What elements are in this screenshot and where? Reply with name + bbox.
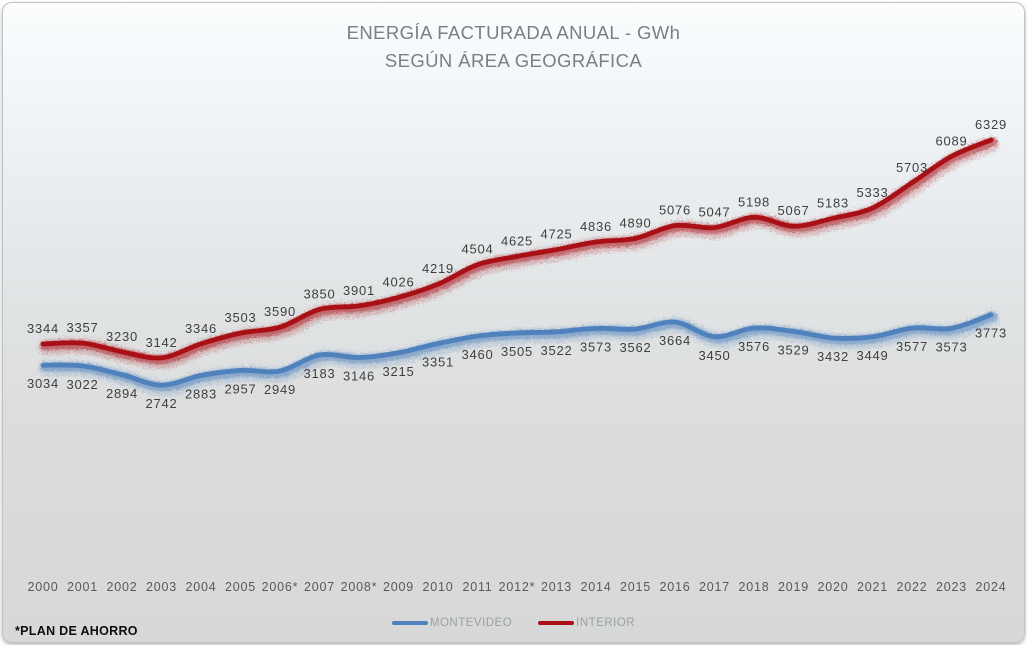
data-label-montevideo: 3215	[382, 364, 414, 379]
data-label-montevideo: 3022	[66, 377, 98, 392]
data-label-montevideo: 3460	[461, 347, 493, 362]
data-label-interior: 6329	[975, 117, 1007, 132]
x-axis-label: 2021	[857, 580, 888, 594]
x-axis-label: 2004	[185, 580, 216, 594]
data-label-interior: 5183	[817, 195, 849, 210]
x-axis-label: 2005	[225, 580, 256, 594]
x-axis-label: 2016	[659, 580, 690, 594]
x-axis-label: 2015	[620, 580, 651, 594]
x-axis-label: 2006*	[262, 580, 299, 594]
data-label-montevideo: 3034	[27, 376, 59, 391]
x-axis-label: 2022	[896, 580, 927, 594]
data-label-interior: 3142	[145, 335, 177, 350]
data-label-montevideo: 2957	[224, 381, 256, 396]
x-axis-label: 2008*	[341, 580, 378, 594]
data-label-interior: 3346	[185, 321, 217, 336]
data-label-interior: 5067	[777, 203, 809, 218]
data-label-interior: 3503	[224, 310, 256, 325]
data-label-montevideo: 2883	[185, 387, 217, 402]
data-label-interior: 4219	[422, 261, 454, 276]
line-chart: 3034 3022 2894 2742 2883 2957 2949 3183 3146 3215…	[27, 117, 1007, 594]
chart-title-line2: SEGÚN ÁREA GEOGRÁFICA	[384, 50, 643, 71]
legend-label: MONTEVIDEO	[429, 617, 513, 629]
data-label-interior: 4890	[619, 215, 651, 230]
data-label-montevideo: 3664	[659, 333, 691, 348]
chart-title-line1: ENERGÍA FACTURADA ANUAL - GWh	[346, 22, 681, 43]
series-line-montevideo	[40, 312, 994, 388]
data-label-interior: 5047	[698, 205, 730, 220]
footnote: *PLAN DE AHORRO	[15, 624, 138, 638]
data-label-interior: 4836	[580, 219, 612, 234]
data-label-montevideo: 3449	[856, 348, 888, 363]
x-axis-label: 2001	[67, 580, 98, 594]
legend-item-interior: INTERIOR	[538, 617, 635, 629]
legend-line-swatch-interior	[538, 621, 575, 625]
legend: MONTEVIDEO INTERIOR	[3, 617, 1024, 629]
x-axis-label: 2019	[778, 580, 809, 594]
data-label-montevideo: 3522	[540, 343, 572, 358]
data-label-montevideo: 3505	[501, 344, 533, 359]
x-axis-label: 2018	[738, 580, 769, 594]
data-label-interior: 6089	[935, 133, 967, 148]
data-label-interior: 3850	[303, 286, 335, 301]
data-label-interior: 3230	[106, 329, 138, 344]
data-label-montevideo: 3146	[343, 369, 375, 384]
x-axis-label: 2023	[936, 580, 967, 594]
data-label-montevideo: 3773	[975, 326, 1007, 341]
data-label-montevideo: 3573	[580, 339, 612, 354]
data-label-interior: 3357	[66, 320, 98, 335]
data-label-montevideo: 3183	[303, 366, 335, 381]
data-label-interior: 5333	[856, 185, 888, 200]
x-axis-label: 2003	[146, 580, 177, 594]
series-layer	[35, 132, 999, 393]
legend-item-montevideo: MONTEVIDEO	[391, 617, 513, 629]
chart-title: ENERGÍA FACTURADA ANUAL - GWh SEGÚN ÁREA…	[3, 19, 1024, 75]
data-label-interior: 4725	[540, 227, 572, 242]
data-label-layer: 3034 3022 2894 2742 2883 2957 2949 3183 3146 3215…	[27, 117, 1007, 411]
legend-label: INTERIOR	[576, 617, 636, 629]
data-label-montevideo: 3562	[619, 340, 651, 355]
data-label-montevideo: 2742	[145, 396, 177, 411]
data-label-montevideo: 2894	[106, 386, 138, 401]
data-label-montevideo: 3432	[817, 349, 849, 364]
x-axis-label: 2002	[106, 580, 137, 594]
data-label-interior: 5703	[896, 160, 928, 175]
data-label-interior: 4625	[501, 233, 533, 248]
x-axis-label: 2017	[699, 580, 730, 594]
data-label-montevideo: 3577	[896, 339, 928, 354]
data-label-montevideo: 3573	[935, 339, 967, 354]
x-axis-layer: 2000 2001 2002 2003 2004 2005 2006* 2007 2008* 20…	[27, 580, 1006, 594]
data-label-interior: 3590	[264, 304, 296, 319]
data-label-interior: 3901	[343, 283, 375, 298]
data-label-interior: 3344	[27, 321, 59, 336]
x-axis-label: 2020	[817, 580, 848, 594]
data-label-interior: 4026	[382, 274, 414, 289]
data-label-montevideo: 3351	[422, 355, 454, 370]
x-axis-label: 2013	[541, 580, 572, 594]
x-axis-label: 2007	[304, 580, 335, 594]
data-label-interior: 4504	[461, 242, 493, 257]
x-axis-label: 2009	[383, 580, 414, 594]
data-label-interior: 5198	[738, 194, 770, 209]
x-axis-label: 2014	[580, 580, 611, 594]
series-line-interior	[40, 137, 994, 361]
data-label-montevideo: 2949	[264, 382, 296, 397]
x-axis-label: 2010	[422, 580, 453, 594]
data-label-montevideo: 3576	[738, 339, 770, 354]
data-label-montevideo: 3450	[698, 348, 730, 363]
x-axis-label: 2000	[27, 580, 58, 594]
x-axis-label: 2011	[462, 580, 492, 594]
x-axis-label: 2024	[975, 580, 1006, 594]
data-label-montevideo: 3529	[777, 342, 809, 357]
data-label-interior: 5076	[659, 203, 691, 218]
x-axis-label: 2012*	[499, 580, 536, 594]
legend-line-swatch-montevideo	[391, 621, 428, 625]
